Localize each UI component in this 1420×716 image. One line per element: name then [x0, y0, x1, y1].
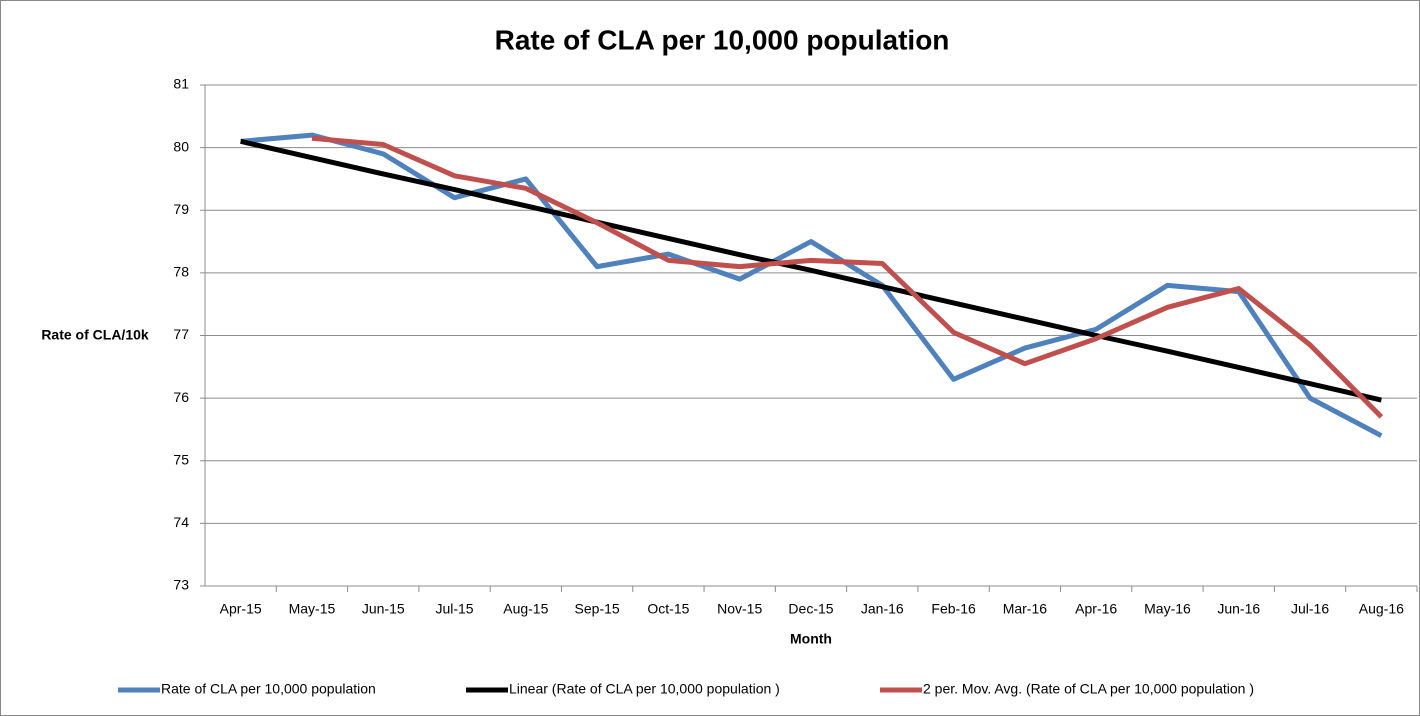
x-tick-label: Feb-16: [931, 601, 976, 617]
x-tick-label: Jan-16: [861, 601, 904, 617]
x-tick-label: Aug-15: [503, 601, 548, 617]
x-tick-label: Apr-15: [220, 601, 262, 617]
x-tick-label: Jun-15: [362, 601, 405, 617]
x-tick-label: Jul-16: [1291, 601, 1329, 617]
y-tick-label: 77: [173, 326, 189, 342]
x-tick-label: Jun-16: [1217, 601, 1260, 617]
series-line: [311, 135, 1384, 419]
x-axis-label: Month: [790, 631, 832, 647]
x-tick-label: Jul-15: [435, 601, 473, 617]
legend-label: Linear (Rate of CLA per 10,000 populatio…: [509, 681, 780, 697]
legend-label: 2 per. Mov. Avg. (Rate of CLA per 10,000…: [923, 681, 1254, 697]
y-tick-label: 76: [173, 389, 189, 405]
x-tick-label: Sep-15: [575, 601, 620, 617]
x-tick-label: May-15: [289, 601, 336, 617]
y-tick-label: 79: [173, 201, 189, 217]
x-tick-label: May-16: [1144, 601, 1191, 617]
y-tick-label: 80: [173, 138, 189, 154]
y-tick-label: 74: [173, 514, 189, 530]
x-tick-label: Aug-16: [1359, 601, 1404, 617]
chart-title: Rate of CLA per 10,000 population: [495, 24, 950, 55]
y-tick-label: 73: [173, 577, 189, 593]
y-axis-label: Rate of CLA/10k: [41, 327, 149, 343]
y-tick-label: 81: [173, 76, 189, 92]
x-tick-label: Nov-15: [717, 601, 762, 617]
series-line: [240, 138, 1382, 403]
y-tick-label: 75: [173, 451, 189, 467]
x-tick-label: Mar-16: [1003, 601, 1048, 617]
x-tick-label: Apr-16: [1075, 601, 1117, 617]
y-tick-label: 78: [173, 264, 189, 280]
x-tick-label: Oct-15: [647, 601, 689, 617]
x-tick-label: Dec-15: [788, 601, 833, 617]
legend-label: Rate of CLA per 10,000 population: [161, 681, 376, 697]
